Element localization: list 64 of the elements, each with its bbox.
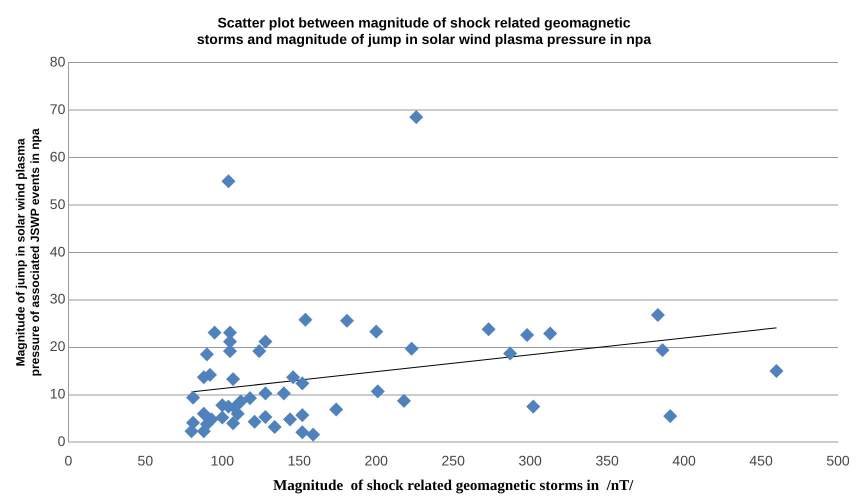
point: [222, 344, 237, 358]
y-tick-label: 30: [50, 290, 66, 307]
point: [769, 364, 784, 378]
point: [370, 384, 385, 398]
point: [243, 391, 258, 406]
point: [258, 386, 272, 400]
y-tick-label: 70: [50, 100, 66, 117]
point: [306, 428, 320, 442]
x-tick-label: 350: [595, 452, 620, 468]
point: [283, 412, 298, 426]
y-axis-title: Magnitude of jump in solar wind plasma pressure of associated JSWP events in npa: [14, 128, 42, 376]
point: [298, 312, 312, 327]
point: [656, 343, 670, 358]
point: [208, 326, 222, 340]
point: [215, 410, 230, 425]
x-tick-label: 100: [210, 452, 234, 468]
point: [226, 416, 240, 430]
point: [200, 347, 214, 362]
y-tick-label: 80: [50, 53, 66, 70]
point: [286, 370, 300, 384]
point: [295, 425, 310, 440]
x-tick-label: 400: [672, 452, 696, 468]
chart-title: Scatter plot between magnitude of shock related geomagnetic storms and magnitude of jump in solar wind plasma pressure in npa: [196, 14, 652, 48]
point: [295, 376, 310, 390]
y-tick-label: 50: [50, 196, 66, 212]
point: [186, 390, 200, 405]
point: [329, 402, 344, 416]
x-axis-title: Magnitude of shock related geomagnetic storms in /nT/: [273, 478, 634, 494]
y-tick-label: 20: [50, 338, 66, 354]
x-tick-label: 50: [138, 452, 154, 468]
point: [184, 424, 199, 438]
point: [520, 328, 534, 342]
point: [258, 334, 272, 349]
point: [369, 324, 384, 339]
x-tick-label: 250: [442, 452, 466, 468]
point: [663, 409, 678, 424]
point: [221, 174, 236, 188]
y-tick-label: 10: [50, 386, 66, 402]
point: [340, 314, 354, 328]
y-tick-label: 40: [50, 243, 66, 260]
y-tick-label: 0: [58, 433, 66, 450]
x-tick-label: 200: [364, 452, 388, 468]
point: [404, 342, 419, 356]
x-tick-label: 300: [518, 452, 542, 468]
point: [295, 408, 310, 422]
x-tick-label: 450: [749, 452, 773, 468]
point: [543, 326, 558, 341]
point: [409, 110, 424, 124]
point: [650, 308, 665, 322]
point: [268, 420, 282, 434]
point: [252, 344, 266, 358]
point: [226, 372, 240, 386]
point: [234, 394, 248, 408]
point: [503, 346, 518, 360]
point: [396, 394, 411, 408]
x-tick-label: 500: [826, 452, 850, 468]
point: [526, 400, 540, 414]
point: [482, 322, 496, 336]
point: [276, 386, 291, 400]
x-tick-label: 150: [288, 452, 312, 468]
point: [258, 410, 272, 424]
point: [248, 414, 262, 429]
point: [196, 406, 211, 421]
y-tick-label: 60: [50, 148, 66, 164]
